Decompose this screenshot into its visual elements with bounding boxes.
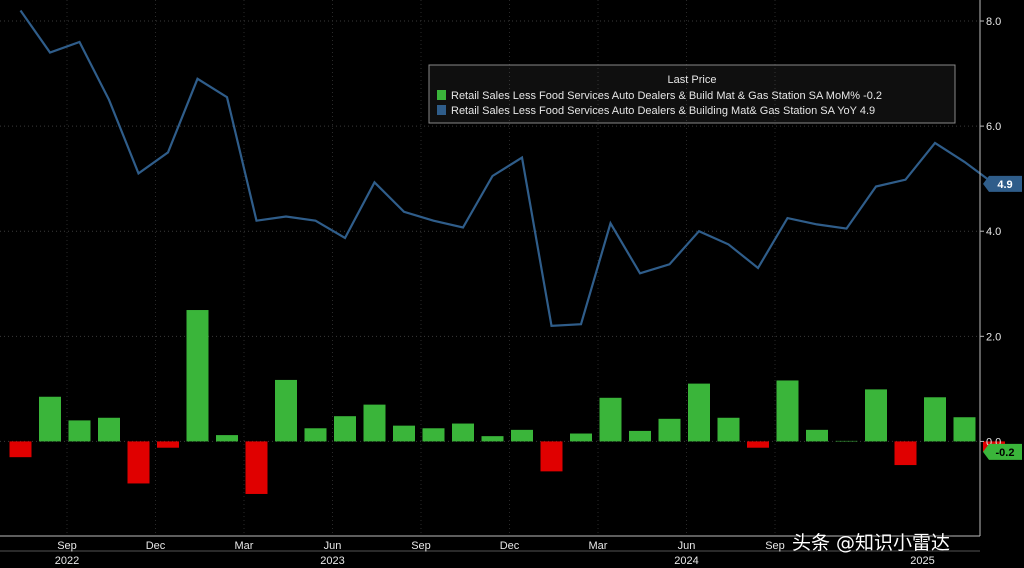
- bar-6: [186, 310, 209, 442]
- bar-23: [688, 383, 710, 442]
- bar-18: [540, 441, 563, 472]
- year-label-1: 2023: [320, 555, 344, 567]
- bar-29: [865, 389, 887, 442]
- yoy-line: [19, 9, 995, 327]
- last-value-badges: 4.9 -0.2: [983, 175, 1022, 460]
- gridlines: [0, 0, 980, 536]
- legend-label-yoy: Retail Sales Less Food Services Auto Dea…: [451, 105, 875, 117]
- bar-2: [68, 420, 91, 442]
- legend-swatch-mom: [437, 90, 446, 100]
- year-label-3: 2025: [910, 555, 934, 567]
- year-label-0: 2022: [55, 555, 79, 567]
- legend-swatch-yoy: [437, 105, 446, 115]
- x-tick-label-7: Jun: [678, 540, 696, 552]
- y-tick-label-0: 8.0: [986, 16, 1001, 28]
- bar-9: [275, 379, 297, 442]
- legend: Last Price Retail Sales Less Food Servic…: [428, 64, 956, 124]
- bar-11: [334, 416, 356, 442]
- legend-title: Last Price: [668, 74, 717, 86]
- x-tick-label-2: Mar: [235, 540, 254, 552]
- bar-31: [924, 397, 946, 442]
- x-tick-label-6: Mar: [589, 540, 608, 552]
- bar-32: [953, 417, 976, 442]
- legend-label-mom: Retail Sales Less Food Services Auto Dea…: [451, 90, 882, 102]
- badge-shape-0: [983, 175, 1022, 192]
- x-tick-label-0: Sep: [57, 540, 77, 552]
- x-tick-label-4: Sep: [411, 540, 431, 552]
- bar-3: [98, 417, 120, 442]
- bar-12: [363, 404, 386, 442]
- bar-4: [127, 441, 150, 484]
- bar-0: [9, 441, 32, 458]
- bar-22: [658, 418, 681, 442]
- x-tick-label-5: Dec: [500, 540, 520, 552]
- bar-16: [481, 436, 504, 442]
- y-tick-label-2: 4.0: [986, 226, 1001, 238]
- x-tick-label-8: Sep: [765, 540, 785, 552]
- bar-8: [245, 441, 268, 494]
- y-tick-label-1: 6.0: [986, 121, 1001, 133]
- bar-28: [835, 440, 858, 442]
- bar-21: [629, 430, 651, 442]
- bar-26: [776, 380, 799, 442]
- bar-15: [452, 423, 474, 442]
- x-tick-label-1: Dec: [146, 540, 166, 552]
- badge-text-0: 4.9: [997, 179, 1012, 191]
- bar-27: [806, 429, 828, 442]
- year-label-2: 2024: [674, 555, 698, 567]
- bar-7: [216, 435, 238, 442]
- bar-13: [393, 425, 415, 442]
- badge-1: -0.2: [983, 443, 1022, 460]
- bar-5: [157, 441, 179, 448]
- x-tick-label-3: Jun: [324, 540, 342, 552]
- bar-14: [422, 428, 445, 442]
- badge-0: 4.9: [983, 175, 1022, 192]
- bar-25: [747, 441, 769, 448]
- badge-text-1: -0.2: [996, 447, 1015, 459]
- y-tick-label-3: 2.0: [986, 331, 1001, 343]
- bar-24: [717, 417, 740, 442]
- bar-10: [304, 428, 327, 442]
- bar-20: [599, 397, 622, 442]
- bar-30: [894, 441, 917, 466]
- bar-19: [570, 433, 592, 442]
- watermark-text: 头条 @知识小雷达: [792, 532, 951, 554]
- bar-1: [39, 396, 61, 442]
- badge-shape-1: [983, 443, 1022, 460]
- bar-17: [511, 429, 533, 442]
- bar-series: [9, 310, 1005, 494]
